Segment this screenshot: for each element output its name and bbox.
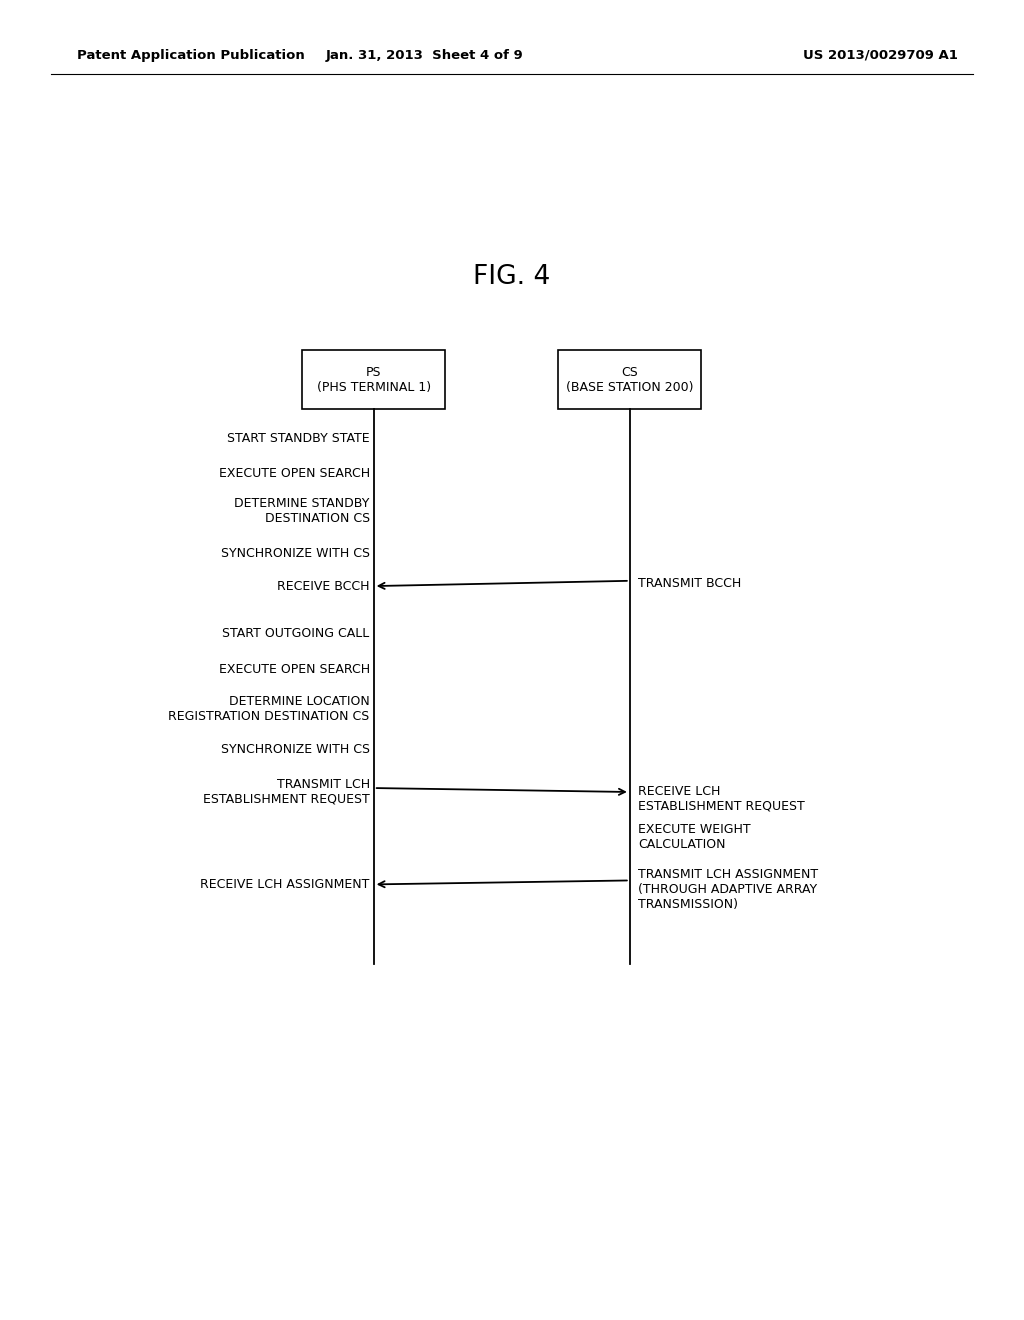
Text: EXECUTE OPEN SEARCH: EXECUTE OPEN SEARCH — [218, 467, 370, 480]
Text: PS
(PHS TERMINAL 1): PS (PHS TERMINAL 1) — [316, 366, 431, 393]
Text: TRANSMIT LCH ASSIGNMENT
(THROUGH ADAPTIVE ARRAY
TRANSMISSION): TRANSMIT LCH ASSIGNMENT (THROUGH ADAPTIV… — [638, 869, 818, 911]
Text: CS
(BASE STATION 200): CS (BASE STATION 200) — [566, 366, 693, 393]
Bar — [558, 350, 701, 409]
Text: SYNCHRONIZE WITH CS: SYNCHRONIZE WITH CS — [220, 546, 370, 560]
Bar — [302, 350, 445, 409]
Text: DETERMINE LOCATION
REGISTRATION DESTINATION CS: DETERMINE LOCATION REGISTRATION DESTINAT… — [168, 694, 370, 723]
Text: RECEIVE LCH ASSIGNMENT: RECEIVE LCH ASSIGNMENT — [201, 878, 370, 891]
Text: FIG. 4: FIG. 4 — [473, 264, 551, 290]
Text: EXECUTE WEIGHT
CALCULATION: EXECUTE WEIGHT CALCULATION — [638, 822, 751, 851]
Text: SYNCHRONIZE WITH CS: SYNCHRONIZE WITH CS — [220, 743, 370, 756]
Text: EXECUTE OPEN SEARCH: EXECUTE OPEN SEARCH — [218, 663, 370, 676]
Text: RECEIVE BCCH: RECEIVE BCCH — [278, 579, 370, 593]
Text: TRANSMIT BCCH: TRANSMIT BCCH — [638, 577, 741, 590]
Text: Patent Application Publication: Patent Application Publication — [77, 49, 304, 62]
Text: RECEIVE LCH
ESTABLISHMENT REQUEST: RECEIVE LCH ESTABLISHMENT REQUEST — [638, 784, 805, 813]
Text: US 2013/0029709 A1: US 2013/0029709 A1 — [803, 49, 958, 62]
Text: START STANDBY STATE: START STANDBY STATE — [227, 432, 370, 445]
Text: TRANSMIT LCH
ESTABLISHMENT REQUEST: TRANSMIT LCH ESTABLISHMENT REQUEST — [203, 777, 370, 807]
Text: DETERMINE STANDBY
DESTINATION CS: DETERMINE STANDBY DESTINATION CS — [234, 496, 370, 525]
Text: START OUTGOING CALL: START OUTGOING CALL — [222, 627, 370, 640]
Text: Jan. 31, 2013  Sheet 4 of 9: Jan. 31, 2013 Sheet 4 of 9 — [326, 49, 524, 62]
